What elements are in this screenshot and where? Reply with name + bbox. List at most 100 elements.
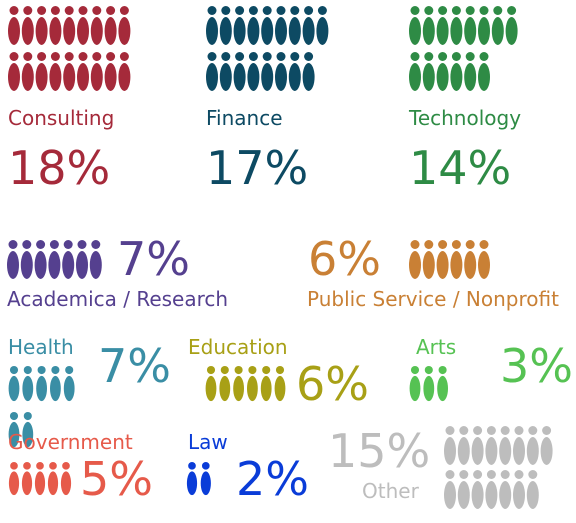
person-icon-health	[22, 366, 34, 402]
label-health: Health	[8, 335, 74, 359]
person-icon-other	[540, 426, 553, 465]
person-icon-consulting	[118, 6, 131, 45]
person-icon-consulting	[35, 6, 48, 45]
value-technology: 14%	[409, 141, 512, 195]
person-icon-public-service-nonprofit	[464, 240, 477, 279]
person-icon-consulting	[77, 52, 89, 91]
person-icon-education	[219, 366, 231, 402]
person-icon-academica-research	[20, 240, 33, 279]
person-icon-academica-research	[34, 240, 47, 279]
person-icon-finance	[247, 6, 260, 45]
person-icon-technology	[478, 6, 490, 45]
person-icon-government	[8, 462, 20, 496]
person-icon-technology	[422, 6, 435, 45]
person-icon-public-service-nonprofit	[436, 240, 449, 279]
person-icon-consulting	[63, 6, 76, 45]
person-icon-public-service-nonprofit	[478, 240, 490, 279]
person-icon-other	[513, 426, 525, 465]
person-icon-education	[274, 366, 286, 402]
person-icon-education	[205, 366, 217, 402]
label-other: Other	[362, 479, 419, 503]
person-icon-finance	[288, 52, 301, 91]
person-icon-other	[444, 470, 456, 509]
person-icon-consulting	[77, 6, 89, 45]
person-icon-government	[34, 462, 46, 496]
person-icon-other	[444, 426, 456, 465]
person-icon-health	[63, 366, 75, 402]
person-icon-finance	[261, 52, 274, 91]
person-icon-other	[457, 470, 470, 509]
person-icon-other	[526, 470, 539, 509]
person-icon-consulting	[21, 52, 34, 91]
value-consulting: 18%	[8, 141, 111, 195]
person-icon-law	[200, 462, 211, 496]
person-icon-consulting	[49, 6, 62, 45]
person-icon-technology	[464, 52, 477, 91]
person-icon-finance	[219, 52, 232, 91]
person-icon-consulting	[90, 52, 103, 91]
person-icon-government	[21, 462, 33, 496]
value-law: 2%	[236, 452, 309, 506]
person-icon-finance	[233, 6, 246, 45]
person-icon-public-service-nonprofit	[409, 240, 421, 279]
person-icon-health	[50, 366, 61, 402]
person-icon-technology	[422, 52, 435, 91]
person-icon-finance	[316, 6, 329, 45]
person-icon-finance	[275, 6, 287, 45]
person-icon-finance	[302, 6, 315, 45]
person-icon-academica-research	[76, 240, 88, 279]
person-icon-education	[260, 366, 272, 402]
person-icon-other	[485, 470, 498, 509]
label-finance: Finance	[206, 106, 283, 130]
label-arts: Arts	[416, 335, 457, 359]
value-other: 15%	[328, 424, 431, 478]
person-icon-consulting	[35, 52, 48, 91]
person-icon-public-service-nonprofit	[422, 240, 435, 279]
person-icon-finance	[206, 52, 218, 91]
person-icon-education	[247, 366, 258, 402]
person-icon-finance	[261, 6, 274, 45]
person-icon-public-service-nonprofit	[450, 240, 463, 279]
person-icon-technology	[436, 6, 449, 45]
person-icon-academica-research	[89, 240, 102, 279]
person-icon-technology	[450, 6, 463, 45]
person-icon-technology	[409, 52, 421, 91]
person-icon-arts	[409, 366, 421, 402]
person-icon-finance	[247, 52, 260, 91]
person-icon-other	[499, 470, 512, 509]
person-icon-finance	[219, 6, 232, 45]
person-icon-health	[22, 412, 34, 448]
person-icon-other	[513, 470, 525, 509]
label-consulting: Consulting	[8, 106, 115, 130]
person-icon-health	[8, 412, 20, 448]
person-icon-technology	[436, 52, 449, 91]
person-icon-finance	[288, 6, 301, 45]
person-icon-consulting	[8, 6, 20, 45]
value-health: 7%	[98, 339, 171, 393]
value-finance: 17%	[206, 141, 309, 195]
person-icon-health	[36, 366, 47, 402]
person-icon-technology	[464, 6, 477, 45]
person-icon-government	[60, 462, 72, 496]
label-public-service-nonprofit: Public Service / Nonprofit	[307, 287, 559, 311]
person-icon-academica-research	[48, 240, 61, 279]
person-icon-consulting	[8, 52, 20, 91]
person-icon-technology	[478, 52, 490, 91]
person-icon-other	[499, 426, 512, 465]
person-icon-consulting	[49, 52, 62, 91]
person-icon-finance	[275, 52, 287, 91]
person-icon-consulting	[104, 6, 117, 45]
value-academica-research: 7%	[117, 232, 190, 286]
person-icon-finance	[206, 6, 218, 45]
person-icon-consulting	[104, 52, 117, 91]
value-government: 5%	[80, 452, 153, 506]
value-education: 6%	[296, 357, 369, 411]
person-icon-arts	[423, 366, 435, 402]
label-technology: Technology	[409, 106, 522, 130]
person-icon-finance	[302, 52, 315, 91]
person-icon-arts	[437, 366, 448, 402]
person-icon-law	[186, 462, 198, 496]
person-icon-consulting	[118, 52, 131, 91]
